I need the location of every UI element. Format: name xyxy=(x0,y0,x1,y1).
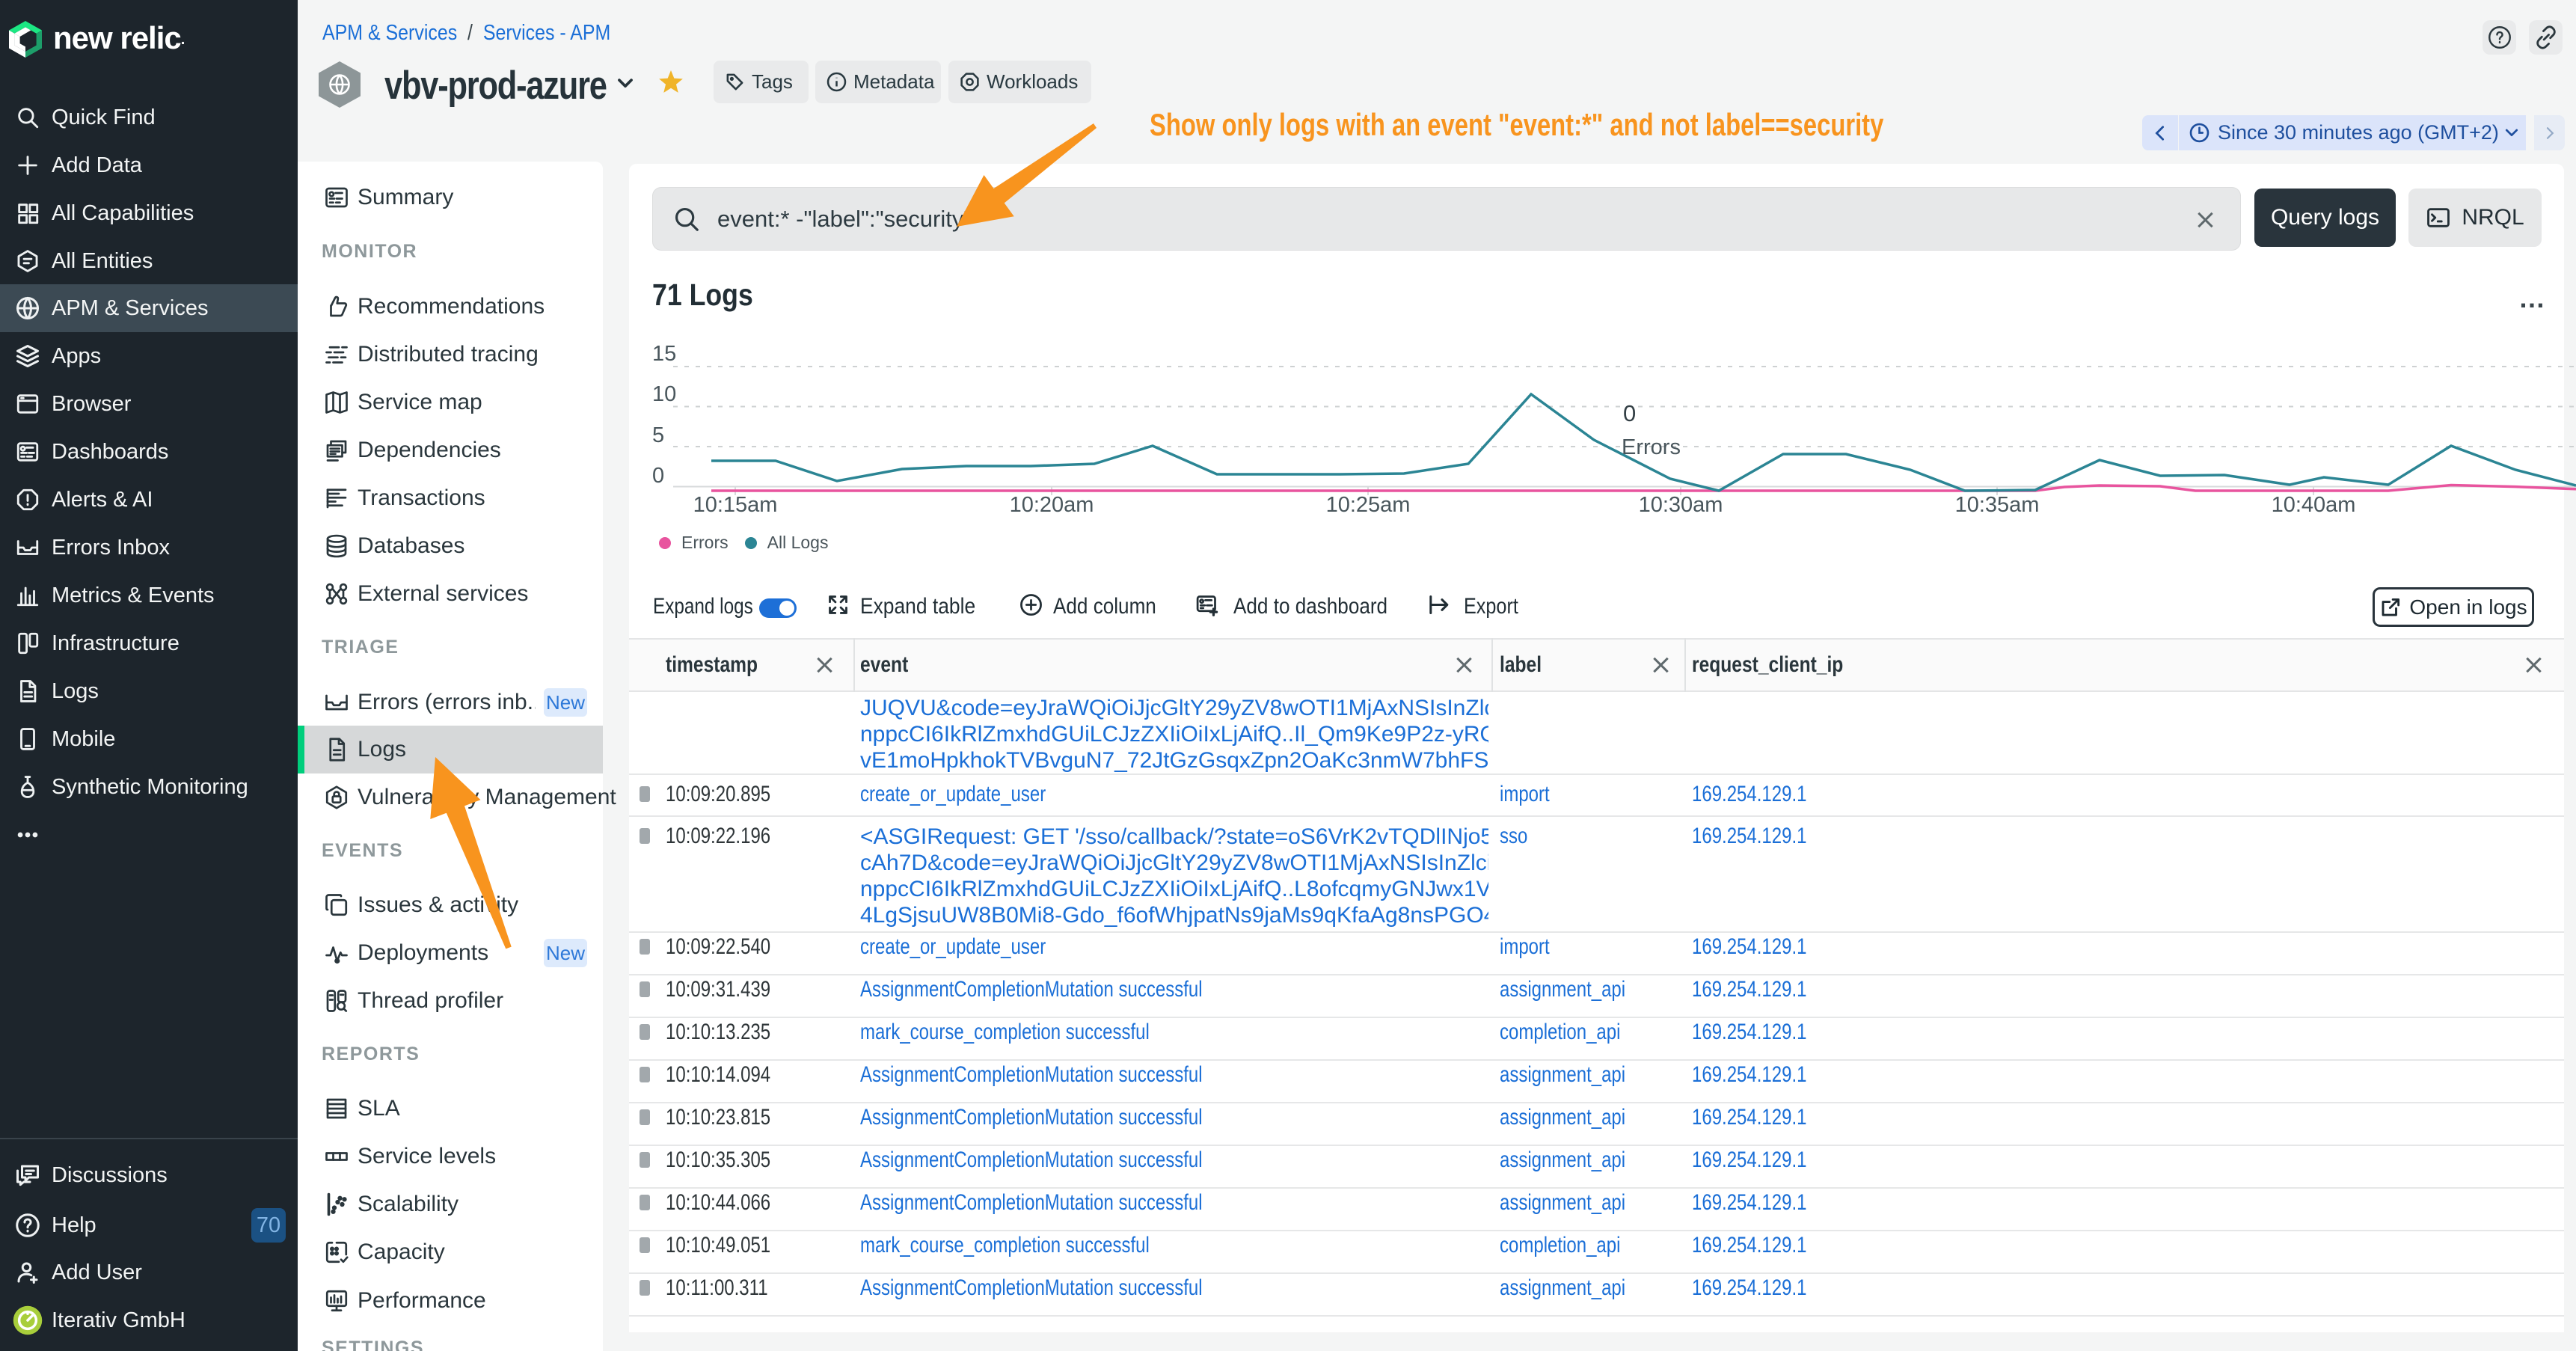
svg-text:10:20am: 10:20am xyxy=(1010,493,1094,517)
svg-text:10:30am: 10:30am xyxy=(1639,493,1723,517)
svg-text:10:40am: 10:40am xyxy=(2272,493,2356,517)
svg-text:0: 0 xyxy=(652,464,664,488)
svg-text:5: 5 xyxy=(652,423,664,447)
svg-text:10: 10 xyxy=(652,382,676,406)
svg-text:Errors: Errors xyxy=(1622,435,1681,459)
svg-text:10:35am: 10:35am xyxy=(1955,493,2040,517)
svg-text:0: 0 xyxy=(1623,400,1636,426)
svg-text:15: 15 xyxy=(652,342,676,366)
svg-text:10:25am: 10:25am xyxy=(1326,493,1411,517)
svg-text:10:15am: 10:15am xyxy=(693,493,778,517)
